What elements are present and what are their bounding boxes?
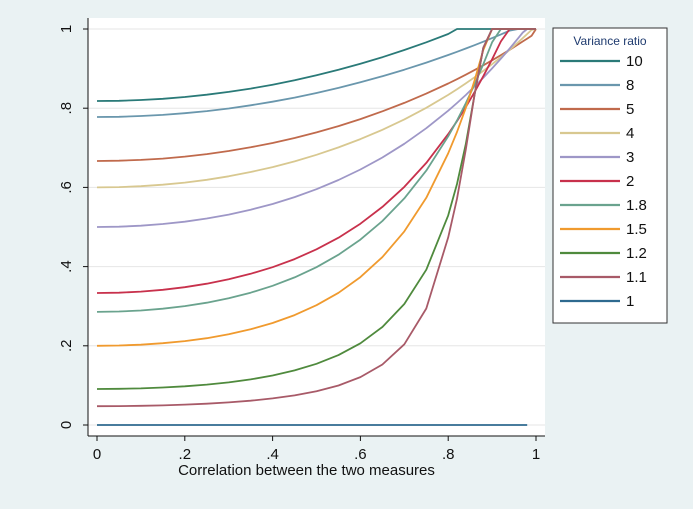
- x-tick-label: .8: [442, 446, 455, 463]
- legend-label: 5: [626, 101, 634, 118]
- y-tick-label: .6: [58, 181, 75, 194]
- legend-item: 3: [560, 149, 634, 166]
- axes: 0 .2 .4 .6 .8 1 0 .2 .4 .6 .8 1: [58, 18, 545, 463]
- x-axis-label: Correlation between the two measures: [178, 462, 435, 479]
- legend-label: 4: [626, 125, 634, 142]
- y-tick-label: 1: [58, 25, 75, 33]
- legend-item: 5: [560, 101, 634, 118]
- x-tick-label: .6: [354, 446, 367, 463]
- x-tick-label: 1: [532, 446, 540, 463]
- legend-box: [552, 27, 668, 324]
- series-lines: [96, 28, 537, 426]
- legend-label: 1: [626, 293, 634, 310]
- legend-label: 2: [626, 173, 634, 190]
- y-tick-label: .8: [58, 102, 75, 115]
- series-line-8: [96, 28, 536, 118]
- plot-area: [88, 18, 545, 436]
- x-tick-label: .2: [179, 446, 192, 463]
- legend-label: 3: [626, 149, 634, 166]
- x-tick-label: 0: [93, 446, 101, 463]
- legend-item: 1.5: [560, 221, 647, 238]
- series-line-4: [96, 28, 537, 189]
- legend-item: 1.2: [560, 245, 647, 262]
- legend-item: 4: [560, 125, 634, 142]
- legend: Variance ratio 10 8 5 4 3 2 1.8 1.5 1.2 1.1 1: [552, 27, 668, 324]
- y-tick-label: .4: [58, 260, 75, 273]
- legend-item: 10: [560, 53, 643, 70]
- y-tick-label: 0: [58, 421, 75, 429]
- legend-item: 1: [560, 293, 634, 310]
- legend-item: 8: [560, 77, 634, 94]
- series-line-3: [96, 28, 536, 228]
- legend-label: 1.8: [626, 197, 647, 214]
- legend-label: 8: [626, 77, 634, 94]
- series-line-1-1: [96, 28, 536, 408]
- legend-title: Variance ratio: [573, 34, 646, 48]
- y-tick-label: .2: [58, 340, 75, 353]
- legend-label: 1.2: [626, 245, 647, 262]
- legend-item: 2: [560, 173, 634, 190]
- legend-item: 1.1: [560, 269, 647, 286]
- x-tick-label: .4: [266, 446, 279, 463]
- legend-label: 10: [626, 53, 643, 70]
- legend-label: 1.5: [626, 221, 647, 238]
- legend-item: 1.8: [560, 197, 647, 214]
- legend-label: 1.1: [626, 269, 647, 286]
